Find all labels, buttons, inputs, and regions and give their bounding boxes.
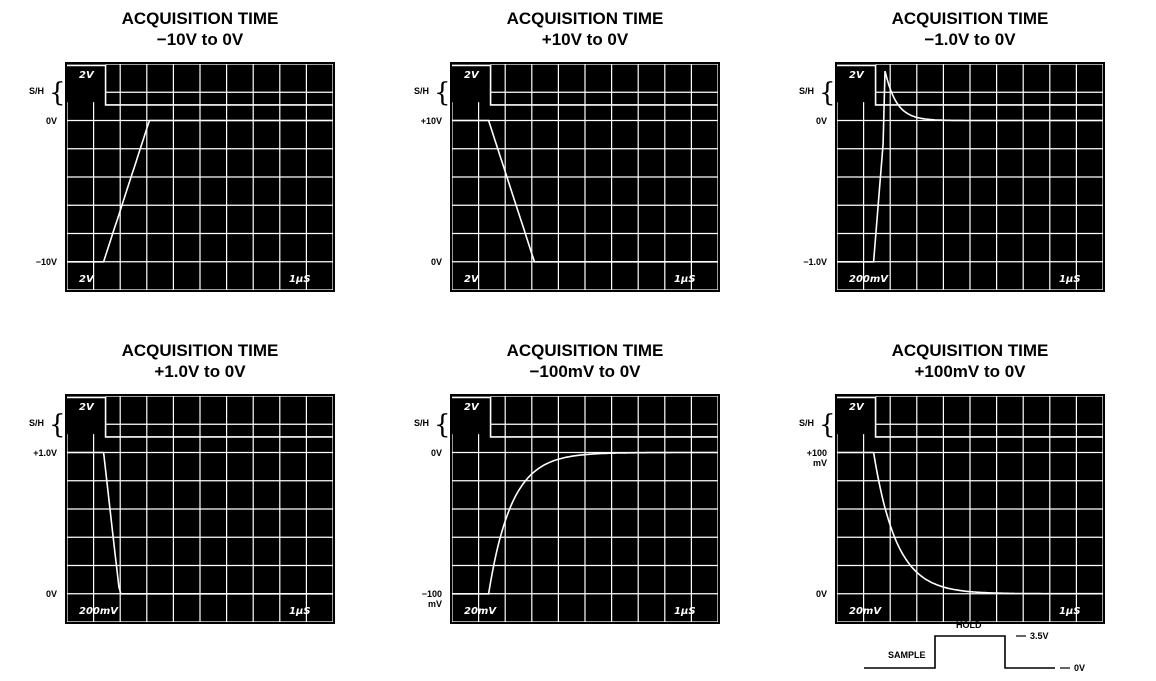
upper-level-label: 0V	[45, 115, 57, 126]
oscilloscope-screen: 2V 2V 1µS	[65, 62, 335, 292]
sh-logic-trace	[67, 64, 333, 106]
sh-brace: {	[434, 78, 451, 108]
signal-trace	[67, 119, 333, 263]
upper-level-label: +100 mV	[806, 447, 827, 468]
top-scale-label: 2V	[79, 70, 94, 81]
sample-hold-timing-diagram: HOLD SAMPLE 3.5V 0V	[850, 606, 1150, 676]
sh-brace: {	[819, 410, 836, 440]
bottom-scale-label: 2V	[79, 274, 94, 285]
timebase-label: 1µS	[1059, 606, 1081, 617]
timebase-label: 1µS	[289, 606, 311, 617]
scope-panel: ACQUISITION TIME +10V to 0V 2V 2V 1µS S/H { +10…	[385, 6, 770, 336]
top-scale-label: 2V	[464, 70, 479, 81]
timebase-label: 1µS	[674, 274, 696, 285]
bottom-scale-label: 20mV	[849, 606, 882, 617]
scope-panel: ACQUISITION TIME +1.0V to 0V 2V 200mV 1µS S/H…	[0, 338, 385, 668]
lower-level-label: −100 mV	[421, 588, 442, 609]
panel-subtitle: −10V to 0V	[156, 30, 244, 49]
panel-title: ACQUISITION TIME	[121, 9, 279, 28]
panel-subtitle: +100mV to 0V	[914, 362, 1026, 381]
lower-level-label: 0V	[430, 256, 442, 267]
scope-panel: ACQUISITION TIME −10V to 0V 2V 2V 1µS S/H {0V −…	[0, 6, 385, 336]
timing-waveform	[864, 635, 1070, 669]
oscilloscope-screen: 2V 20mV 1µS	[450, 394, 720, 624]
scope-panel: ACQUISITION TIME −1.0V to 0V 2V 200mV 1µS S/H…	[770, 6, 1155, 336]
sh-label: S/H	[29, 86, 45, 96]
oscilloscope-screen: 2V 2V 1µS	[450, 62, 720, 292]
sh-label: S/H	[414, 86, 430, 96]
upper-level-label: +10V	[420, 115, 442, 126]
signal-trace	[837, 70, 1103, 263]
top-scale-label: 2V	[849, 402, 864, 413]
bottom-scale-label: 20mV	[464, 606, 497, 617]
lower-level-label: −10V	[35, 256, 57, 267]
scope-graticule	[452, 64, 718, 290]
lower-level-label: 0V	[45, 588, 57, 599]
sh-label: S/H	[799, 418, 815, 428]
panel-subtitle: −100mV to 0V	[529, 362, 641, 381]
low-level-label: 0V	[1074, 663, 1086, 673]
panel-subtitle: −1.0V to 0V	[924, 30, 1016, 49]
panel-subtitle: +10V to 0V	[541, 30, 629, 49]
top-scale-label: 2V	[849, 70, 864, 81]
hold-label: HOLD	[956, 620, 982, 630]
sh-logic-trace	[67, 396, 333, 438]
scope-graticule	[452, 396, 718, 622]
scope-graticule	[837, 396, 1103, 622]
scope-panel: ACQUISITION TIME +100mV to 0V 2V 20mV 1µS S/H…	[770, 338, 1155, 668]
top-scale-label: 2V	[79, 402, 94, 413]
bottom-scale-label: 2V	[464, 274, 479, 285]
sh-logic-trace	[452, 64, 718, 106]
signal-trace	[837, 451, 1103, 595]
panel-subtitle: +1.0V to 0V	[154, 362, 246, 381]
scale-box	[837, 396, 876, 435]
scale-box	[67, 64, 106, 103]
bottom-scale-label: 200mV	[849, 274, 889, 285]
sample-label: SAMPLE	[888, 650, 926, 660]
upper-level-label: +1.0V	[33, 447, 57, 458]
lower-level-label: −1.0V	[803, 256, 827, 267]
sh-label: S/H	[414, 418, 430, 428]
sh-logic-trace	[837, 64, 1103, 106]
signal-trace	[67, 451, 333, 595]
panel-title: ACQUISITION TIME	[506, 341, 664, 360]
sh-brace: {	[819, 78, 836, 108]
lower-level-label: 0V	[815, 588, 827, 599]
scale-box	[837, 64, 876, 103]
panel-title: ACQUISITION TIME	[891, 341, 1049, 360]
sh-label: S/H	[799, 86, 815, 96]
signal-trace	[452, 451, 718, 595]
scope-panel: ACQUISITION TIME −100mV to 0V 2V 20mV 1µS S/H…	[385, 338, 770, 668]
oscilloscope-screen: 2V 200mV 1µS	[65, 394, 335, 624]
panel-title: ACQUISITION TIME	[891, 9, 1049, 28]
sh-brace: {	[49, 410, 66, 440]
upper-level-label: 0V	[430, 447, 442, 458]
scale-box	[67, 396, 106, 435]
panel-title: ACQUISITION TIME	[121, 341, 279, 360]
high-level-label: 3.5V	[1030, 631, 1049, 641]
top-scale-label: 2V	[464, 402, 479, 413]
signal-trace	[452, 119, 718, 263]
scope-graticule	[67, 396, 333, 622]
timebase-label: 1µS	[1059, 274, 1081, 285]
sh-label: S/H	[29, 418, 45, 428]
timebase-label: 1µS	[289, 274, 311, 285]
sh-logic-trace	[837, 396, 1103, 438]
bottom-scale-label: 200mV	[79, 606, 119, 617]
panel-title: ACQUISITION TIME	[506, 9, 664, 28]
scope-graticule	[837, 64, 1103, 290]
sh-brace: {	[434, 410, 451, 440]
sh-logic-trace	[452, 396, 718, 438]
scale-box	[452, 64, 491, 103]
scale-box	[452, 396, 491, 435]
scope-graticule	[67, 64, 333, 290]
upper-level-label: 0V	[815, 115, 827, 126]
oscilloscope-screen: 2V 20mV 1µS	[835, 394, 1105, 624]
oscilloscope-screen: 2V 200mV 1µS	[835, 62, 1105, 292]
timebase-label: 1µS	[674, 606, 696, 617]
sh-brace: {	[49, 78, 66, 108]
